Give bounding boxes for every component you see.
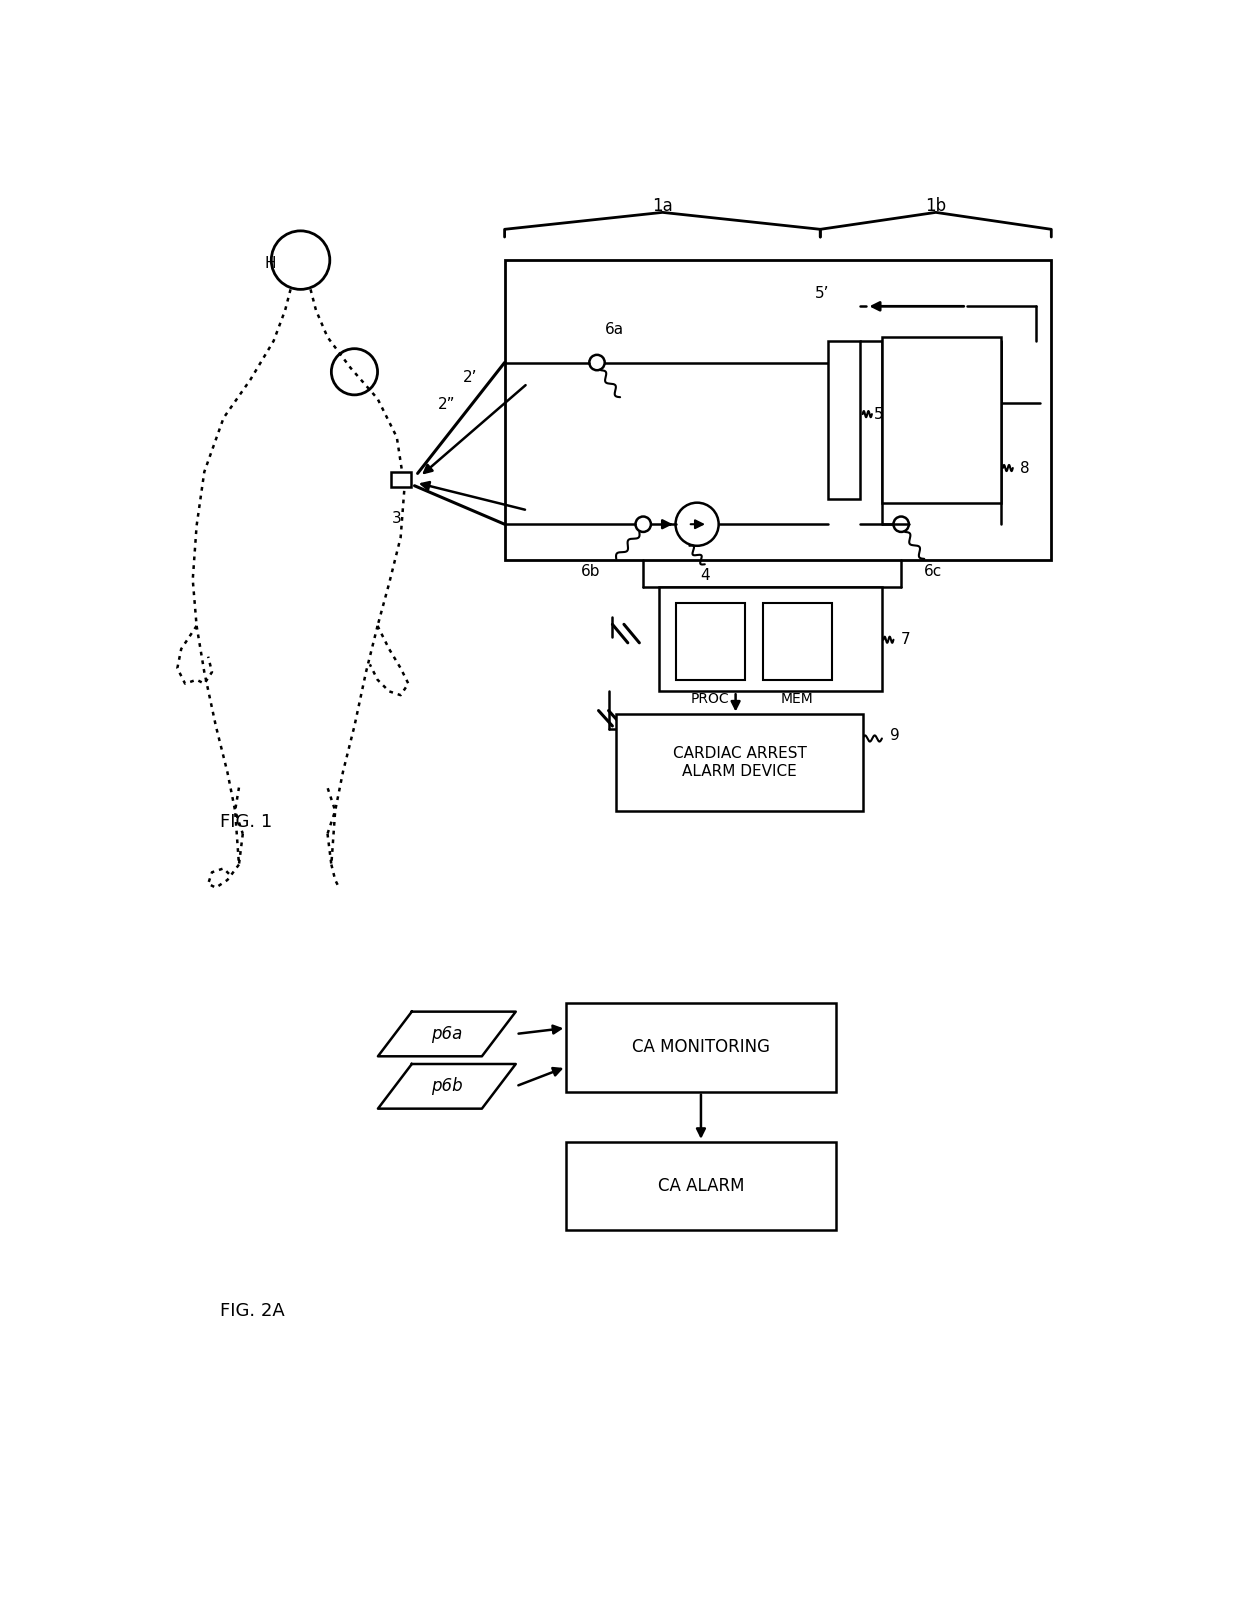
Text: CARDIAC ARREST
ALARM DEVICE: CARDIAC ARREST ALARM DEVICE — [672, 747, 806, 779]
Text: CA MONITORING: CA MONITORING — [632, 1039, 770, 1056]
Text: MEM: MEM — [781, 692, 813, 705]
Bar — [392, 471, 410, 487]
Text: 1b: 1b — [925, 197, 946, 215]
Text: 3: 3 — [392, 511, 402, 526]
Text: p6b: p6b — [432, 1077, 463, 1095]
Text: 5: 5 — [874, 407, 884, 422]
Bar — [658, 587, 882, 691]
Bar — [828, 341, 861, 499]
Bar — [676, 603, 745, 680]
Text: FIG. 1: FIG. 1 — [219, 813, 272, 832]
Text: 1a: 1a — [652, 197, 673, 215]
Bar — [567, 1141, 836, 1231]
Text: H: H — [264, 256, 275, 271]
Bar — [882, 337, 1001, 503]
Text: 6c: 6c — [924, 564, 942, 579]
Text: CA ALARM: CA ALARM — [657, 1177, 744, 1196]
Text: FIG. 2A: FIG. 2A — [219, 1302, 284, 1321]
Bar — [567, 1003, 836, 1092]
Text: 7: 7 — [901, 632, 910, 648]
Text: 4: 4 — [701, 569, 709, 583]
Text: 5’: 5’ — [815, 285, 830, 301]
Text: 8: 8 — [1021, 460, 1030, 476]
Text: 6a: 6a — [605, 322, 624, 337]
Text: PROC: PROC — [691, 692, 729, 705]
Text: 6b: 6b — [582, 564, 601, 579]
Text: 9: 9 — [889, 728, 899, 742]
Bar — [763, 603, 832, 680]
Bar — [505, 260, 1052, 561]
Bar — [616, 715, 863, 811]
Text: 2”: 2” — [438, 396, 455, 412]
Text: p6a: p6a — [432, 1024, 463, 1044]
Text: 2’: 2’ — [463, 370, 477, 385]
